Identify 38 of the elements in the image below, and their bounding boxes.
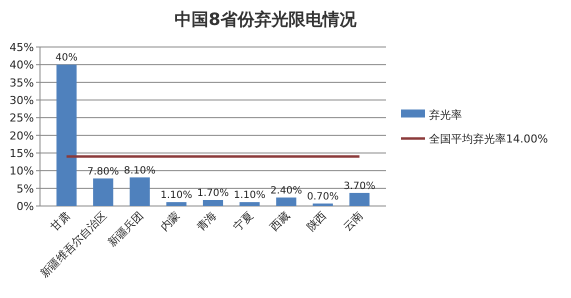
data-label: 7.80% [87, 166, 120, 178]
x-tick-label: 云南 [340, 208, 366, 234]
y-tick-label: 25% [10, 112, 34, 125]
data-label: 40% [55, 52, 78, 64]
bar [202, 200, 224, 206]
data-label: 0.70% [306, 192, 339, 203]
x-tick-label: 青海 [194, 208, 220, 234]
y-tick-label: 35% [10, 76, 34, 90]
chart-title: 中国8省份弃光限电情况 [174, 9, 358, 30]
data-label: 3.70% [344, 180, 376, 192]
y-tick-label: 15% [10, 147, 34, 160]
bar [93, 178, 114, 206]
bar [349, 192, 370, 206]
x-tick-label: 宁夏 [230, 208, 256, 234]
x-tick-label: 甘肃 [48, 208, 73, 234]
y-tick-label: 30% [10, 94, 34, 107]
bar [240, 202, 260, 206]
x-tick-label: 内蒙 [158, 208, 183, 234]
bar [166, 202, 186, 206]
data-label: 1.10% [234, 190, 266, 202]
bar [276, 198, 296, 206]
data-label: 1.70% [197, 188, 229, 199]
data-label: 1.10% [160, 190, 192, 202]
y-tick-label: 0% [16, 200, 34, 213]
y-tick-label: 10% [10, 164, 34, 178]
x-tick-label: 西藏 [268, 208, 292, 234]
y-tick-label: 45% [10, 41, 34, 54]
legend-label: 弃光率 [429, 108, 462, 122]
legend-label: 全国平均弃光率14.00% [429, 132, 548, 146]
data-label: 8.10% [124, 165, 156, 176]
bar [56, 64, 77, 206]
y-tick-label: 5% [16, 182, 34, 196]
data-label: 2.40% [270, 186, 302, 197]
x-tick-label: 新疆兵团 [106, 208, 146, 250]
bar [130, 177, 150, 206]
y-tick-label: 20% [10, 129, 34, 142]
x-tick-label: 陕西 [304, 208, 329, 234]
y-tick-label: 40% [10, 58, 34, 72]
